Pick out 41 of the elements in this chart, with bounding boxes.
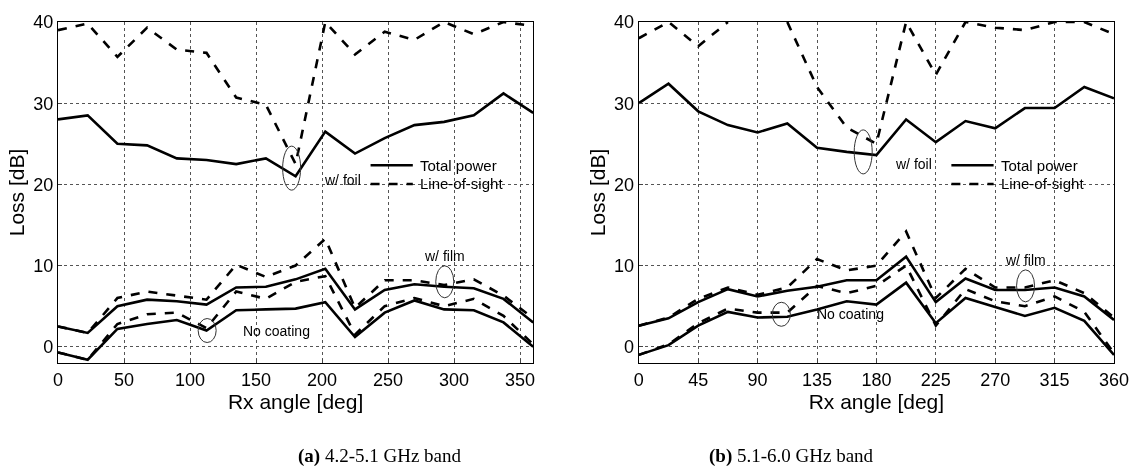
- y-tick-label: 0: [624, 337, 635, 358]
- x-tick-label: 300: [438, 369, 470, 390]
- x-tick-label: 150: [240, 369, 272, 390]
- text: (b) 5.1-6.0 GHz band: [709, 445, 874, 467]
- x-tick-label: 270: [980, 369, 1011, 390]
- x-tick-label: 225: [920, 369, 951, 390]
- text: (a) 4.2-5.1 GHz band: [298, 445, 462, 467]
- x-tick-label: 50: [113, 369, 135, 390]
- y-axis-title: Loss [dB]: [586, 148, 610, 237]
- y-tick-label: 30: [33, 93, 54, 114]
- x-tick-label: 200: [306, 369, 338, 390]
- annotation: w/ film: [1005, 252, 1046, 268]
- annotation: No coating: [817, 306, 884, 322]
- y-tick-label: 30: [614, 93, 635, 114]
- annotation: w/ foil: [895, 156, 932, 172]
- annotation: w/ foil: [324, 172, 361, 188]
- x-tick-label: 360: [1098, 369, 1130, 390]
- x-tick-label: 315: [1039, 369, 1070, 390]
- x-tick-label: 45: [688, 369, 709, 390]
- annotation: w/ film: [424, 248, 465, 264]
- legend-label: Total power: [1001, 157, 1078, 174]
- y-tick-label: 40: [33, 12, 54, 33]
- x-tick-label: 90: [747, 369, 768, 390]
- legend-label: Line-of-sight: [1001, 175, 1085, 192]
- x-axis-title: Rx angle [deg]: [808, 389, 945, 413]
- x-axis-title: Rx angle [deg]: [227, 389, 364, 413]
- y-tick-label: 10: [614, 255, 635, 276]
- y-tick-label: 20: [33, 174, 54, 195]
- y-axis-title: Loss [dB]: [5, 148, 29, 237]
- legend-label: Total power: [420, 157, 497, 174]
- x-tick-label: 180: [861, 369, 892, 390]
- x-tick-label: 135: [801, 369, 833, 390]
- x-tick-label: 250: [372, 369, 404, 390]
- y-tick-label: 0: [43, 337, 54, 358]
- x-tick-label: 100: [174, 369, 206, 390]
- y-tick-label: 20: [614, 174, 635, 195]
- legend-label: Line-of-sight: [420, 175, 504, 192]
- x-tick-label: 350: [504, 369, 536, 390]
- annotation: No coating: [243, 323, 310, 339]
- y-tick-label: 40: [614, 12, 635, 33]
- y-tick-label: 10: [33, 255, 54, 276]
